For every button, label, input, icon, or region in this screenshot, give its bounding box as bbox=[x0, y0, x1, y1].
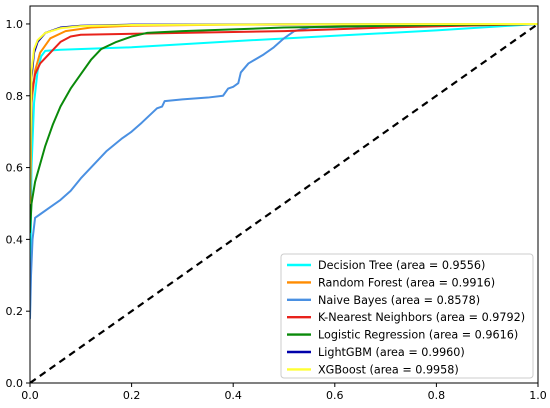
series-line-2 bbox=[30, 22, 538, 320]
legend-entry-0: Decision Tree (area = 0.9556) bbox=[318, 259, 485, 272]
legend-entry-1: Random Forest (area = 0.9916) bbox=[318, 276, 495, 289]
series-line-3 bbox=[30, 22, 538, 230]
x-tick-label: 0.6 bbox=[326, 389, 344, 402]
legend-box bbox=[280, 253, 534, 379]
y-tick-label: 0.8 bbox=[6, 90, 24, 103]
legend-entry-3: K-Nearest Neighbors (area = 0.9792) bbox=[318, 311, 525, 324]
x-tick-label: 0.4 bbox=[224, 389, 242, 402]
y-tick-label: 0.4 bbox=[6, 233, 24, 246]
y-tick-label: 0.0 bbox=[6, 377, 24, 390]
legend-entry-2: Naive Bayes (area = 0.8578) bbox=[318, 294, 480, 307]
legend-entry-6: XGBoost (area = 0.9958) bbox=[318, 363, 459, 376]
legend-entry-4: Logistic Regression (area = 0.9616) bbox=[318, 329, 518, 342]
x-tick-label: 0.0 bbox=[21, 389, 39, 402]
x-tick-label: 0.2 bbox=[123, 389, 141, 402]
y-tick-label: 1.0 bbox=[6, 18, 24, 31]
series-line-6 bbox=[30, 22, 538, 205]
legend: Decision Tree (area = 0.9556) Random Fore… bbox=[280, 253, 534, 379]
plot-area bbox=[30, 22, 538, 383]
axes: 0.0 0.2 0.4 0.6 0.8 1.0 0.0 0.2 0.4 0.6 0.8 1.0 bbox=[6, 5, 547, 402]
x-tick-label: 0.8 bbox=[428, 389, 446, 402]
y-tick-label: 0.6 bbox=[6, 162, 24, 175]
axes-frame bbox=[29, 5, 539, 384]
diagonal-reference-line bbox=[30, 23, 538, 383]
series-line-4 bbox=[30, 22, 538, 234]
legend-entry-5: LightGBM (area = 0.9960) bbox=[318, 346, 465, 359]
y-tick-label: 0.2 bbox=[6, 305, 24, 318]
x-tick-label: 1.0 bbox=[529, 389, 547, 402]
